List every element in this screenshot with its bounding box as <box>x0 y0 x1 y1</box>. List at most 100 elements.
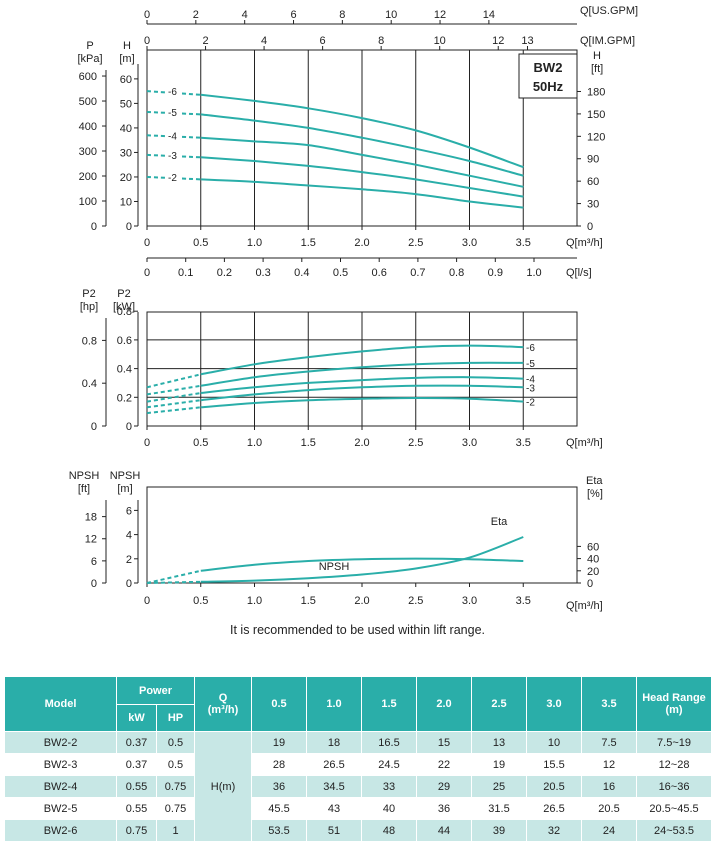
head-value-cell: 36 <box>416 797 473 820</box>
npsh-bottom-axis-label: Q[m³/h] <box>566 600 603 612</box>
head-value-cell: 15.5 <box>526 753 583 776</box>
ls-axis-tick-label: 0 <box>144 267 150 279</box>
model-cell: BW2-3 <box>4 753 117 776</box>
head-value-cell: 44 <box>416 819 473 842</box>
head-curve-label-bg <box>165 170 182 183</box>
npsh-eta-curve-dashed-segment <box>146 569 202 584</box>
kw-cell: 0.75 <box>116 819 157 842</box>
head-value-cell: 15 <box>416 731 473 754</box>
left-axis-npsh-ft-title: NPSH <box>69 470 100 482</box>
kw-cell: 0.37 <box>116 753 157 776</box>
header-model: Model <box>4 676 117 732</box>
head-bottom-axis-label: Q[m³/h] <box>566 237 603 249</box>
header-flow: 2.0 <box>416 676 473 732</box>
right-axis-eta-title: Eta <box>586 475 603 487</box>
right-axis-eta-tick-label: 0 <box>587 578 593 590</box>
left-axis-p-tick-label: 600 <box>79 71 97 83</box>
top-axis-us-gpm-tick-label: 8 <box>339 9 345 21</box>
power-bottom-axis-tick-label: 0 <box>144 437 150 449</box>
header-flow: 0.5 <box>251 676 308 732</box>
head-value-cell: 45.5 <box>251 797 308 820</box>
left-axis-hp-tick-label: 0.8 <box>82 335 97 347</box>
ls-axis-tick-label: 0.2 <box>217 267 232 279</box>
spec-table: Model Power Q (m³/h) 0.5 1.0 1.5 2.0 2.5 … <box>4 676 713 842</box>
eta-curve <box>200 557 524 572</box>
head-value-cell: 22 <box>416 753 473 776</box>
top-axis-us-gpm-label: Q[US.GPM] <box>580 5 638 17</box>
kw-cell: 0.37 <box>116 731 157 754</box>
left-axis-p-tick-label: 0 <box>91 221 97 233</box>
table-row: BW2-4 0.55 0.75 36 34.5 33 29 25 20.5 16 16~36 <box>4 775 713 798</box>
kw-cell: 0.55 <box>116 797 157 820</box>
left-axis-npsh-m-unit: [m] <box>117 483 132 495</box>
top-axis-im-gpm-tick-label: 0 <box>144 35 150 47</box>
power-curve-dashed-segment <box>146 392 201 403</box>
head-value-cell: 25 <box>471 775 528 798</box>
left-axis-kw-title: P2 <box>117 288 130 300</box>
top-axis-us-gpm-tick-label: 2 <box>193 9 199 21</box>
npsh-bottom-axis-tick-label: 0.5 <box>193 595 208 607</box>
header-flow: 3.5 <box>581 676 638 732</box>
left-axis-hp-unit: [hp] <box>80 301 98 313</box>
left-axis-h-tick-label: 20 <box>120 172 132 184</box>
left-axis-h-unit: [m] <box>119 53 134 65</box>
npsh-bottom-axis-tick-label: 3.5 <box>516 595 531 607</box>
power-curve-label: -2 <box>526 398 535 409</box>
head-value-cell: 19 <box>251 731 308 754</box>
power-curve-label: -3 <box>526 383 535 394</box>
power-bottom-axis-label: Q[m³/h] <box>566 437 603 449</box>
hp-cell: 1 <box>155 819 196 842</box>
head-value-cell: 36 <box>251 775 308 798</box>
head-value-cell: 13 <box>471 731 528 754</box>
head-bottom-axis-tick-label: 0.5 <box>193 237 208 249</box>
head-value-cell: 7.5 <box>581 731 638 754</box>
left-axis-hp-tick-label: 0 <box>91 421 97 433</box>
head-curve-label-bg <box>165 129 182 142</box>
left-axis-h-tick-label: 40 <box>120 123 132 135</box>
left-axis-kw-unit: [kW] <box>113 301 135 313</box>
power-curve-dashed-segment <box>146 384 201 396</box>
npsh-bottom-axis-tick-label: 0 <box>144 595 150 607</box>
header-flow: 3.0 <box>526 676 583 732</box>
head-curve-label: -6 <box>168 87 177 98</box>
head-curve-label: -4 <box>168 131 177 142</box>
head-curve-label: -2 <box>168 173 177 184</box>
power-curve-label: -4 <box>526 375 535 386</box>
head-curve-dashed-segment <box>146 176 201 181</box>
head-curve-dashed-segment <box>146 90 201 96</box>
power-curve <box>200 376 524 394</box>
npsh-bottom-axis-tick-label: 2.5 <box>408 595 423 607</box>
right-axis-eta-tick-label: 20 <box>587 566 599 578</box>
head-bottom-axis-tick-label: 3.5 <box>516 237 531 249</box>
hp-cell: 0.5 <box>155 753 196 776</box>
head-bottom-axis-tick-label: 1.5 <box>301 237 316 249</box>
top-axis-im-gpm-tick-label: 6 <box>320 35 326 47</box>
left-axis-npsh-m-title: NPSH <box>110 470 141 482</box>
left-axis-p-title: P <box>86 40 93 52</box>
ls-axis-tick-label: 1.0 <box>526 267 541 279</box>
power-curve <box>200 361 524 387</box>
model-box-frequency: 50Hz <box>533 79 564 94</box>
head-curve-label-bg <box>165 148 182 161</box>
left-axis-h-tick-label: 50 <box>120 98 132 110</box>
left-axis-npsh-m-tick-label: 4 <box>126 530 132 542</box>
pump-curve-charts: 0 2 4 6 8 10 12 14 Q[US.GPM] 0 2 4 6 8 10 12 13 Q[IM.GPM]… <box>69 5 638 612</box>
eta-curve-label: Eta <box>491 516 508 528</box>
npsh-bottom-axis-tick-label: 1.0 <box>247 595 262 607</box>
power-curve-label: -6 <box>526 343 535 354</box>
right-axis-eta-tick-label: 40 <box>587 554 599 566</box>
power-curve-label: -5 <box>526 359 535 370</box>
left-axis-h-tick-label: 60 <box>120 74 132 86</box>
head-range-cell: 24~53.5 <box>636 819 713 842</box>
model-cell: BW2-4 <box>4 775 117 798</box>
left-axis-npsh-ft-tick-label: 18 <box>85 512 97 524</box>
npsh-curve-label: NPSH <box>319 561 350 573</box>
left-axis-h-tick-label: 10 <box>120 196 132 208</box>
top-axis-im-gpm-tick-label: 10 <box>434 35 446 47</box>
head-bottom-axis-tick-label: 0 <box>144 237 150 249</box>
top-axis-im-gpm-label: Q[IM.GPM] <box>580 35 635 47</box>
header-hp: HP <box>155 704 196 732</box>
left-axis-p-tick-label: 500 <box>79 96 97 108</box>
top-axis-im-gpm-tick-label: 13 <box>521 35 533 47</box>
left-axis-npsh-m-tick-label: 6 <box>126 505 132 517</box>
